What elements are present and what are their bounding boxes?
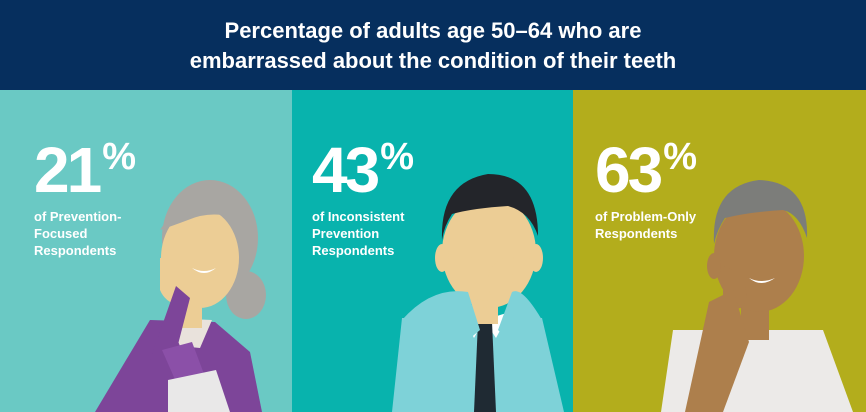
stat-label: of Prevention- Focused Respondents <box>34 208 136 259</box>
stat-label-line: of Prevention- <box>34 209 122 224</box>
stat-inconsistent-prevention: 43% of Inconsistent Prevention Responden… <box>312 138 414 259</box>
stat-value: 21 <box>34 134 102 206</box>
older-man-covering-mouth-icon <box>573 90 866 412</box>
stat-label: of Problem-Only Respondents <box>595 208 697 242</box>
stat-label: of Inconsistent Prevention Respondents <box>312 208 414 259</box>
stat-value: 43 <box>312 134 380 206</box>
stat-unit: % <box>663 136 697 178</box>
panel-inconsistent-prevention: 43% of Inconsistent Prevention Responden… <box>292 90 573 412</box>
man-in-tie-covering-mouth-icon <box>292 90 573 412</box>
stat-label-line: of Problem-Only <box>595 209 697 224</box>
stat-label-line: Respondents <box>34 243 117 258</box>
stat-problem-only: 63% of Problem-Only Respondents <box>595 138 697 242</box>
stat-label-line: Respondents <box>312 243 395 258</box>
stat-prevention-focused: 21% of Prevention- Focused Respondents <box>34 138 136 259</box>
stat-label-line: Prevention <box>312 226 380 241</box>
panel-problem-only: 63% of Problem-Only Respondents <box>573 90 866 412</box>
stat-label-line: of Inconsistent <box>312 209 405 224</box>
stat-label-line: Focused <box>34 226 88 241</box>
page-title: Percentage of adults age 50–64 who are e… <box>190 14 677 76</box>
stat-label-line: Respondents <box>595 226 678 241</box>
title-line-1: Percentage of adults age 50–64 who are <box>224 18 642 43</box>
stat-unit: % <box>380 136 414 178</box>
title-line-2: embarrassed about the condition of their… <box>189 48 677 73</box>
header-banner: Percentage of adults age 50–64 who are e… <box>0 0 866 90</box>
stat-unit: % <box>102 136 136 178</box>
older-woman-covering-mouth-icon <box>0 90 292 412</box>
panel-prevention-focused: 21% of Prevention- Focused Respondents <box>0 90 292 412</box>
stat-value: 63 <box>595 134 663 206</box>
